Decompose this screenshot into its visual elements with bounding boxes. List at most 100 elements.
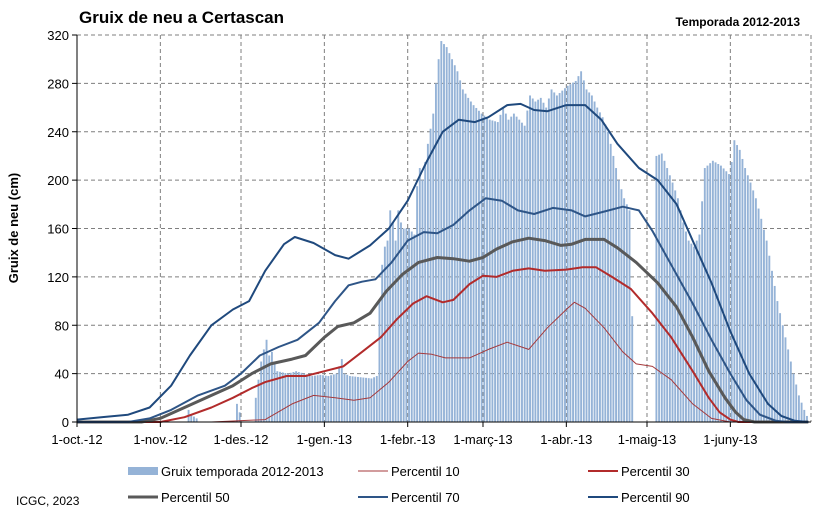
snow-depth-bar	[308, 375, 311, 422]
snow-depth-bar	[397, 210, 400, 422]
snow-depth-bar	[270, 351, 273, 422]
snow-depth-bar	[480, 113, 483, 422]
snow-depth-bar	[394, 240, 397, 422]
snow-depth-bar	[797, 395, 800, 422]
snow-depth-bar	[193, 416, 195, 422]
snow-depth-bar	[367, 378, 370, 422]
snow-depth-bar	[553, 92, 556, 422]
snow-depth-bar	[386, 240, 389, 422]
snow-depth-bar	[314, 375, 316, 422]
snow-depth-bar	[316, 375, 319, 422]
snow-depth-bar	[693, 246, 695, 422]
snow-depth-bar	[741, 158, 744, 422]
snow-depth-bar	[531, 98, 534, 422]
snow-depth-bar	[424, 161, 427, 422]
snow-depth-bar	[607, 131, 609, 422]
snow-depth-bar	[330, 375, 333, 422]
snow-depth-bar	[561, 90, 564, 422]
legend-label: Percentil 30	[621, 464, 690, 479]
x-tick-label: 1-oct.-12	[51, 432, 102, 447]
snow-depth-bar	[238, 412, 241, 422]
snow-depth-bar	[709, 163, 712, 422]
snow-depth-bar	[542, 102, 545, 422]
snow-depth-bar	[725, 171, 728, 422]
snow-depth-bar	[504, 113, 507, 422]
snow-depth-bar	[776, 301, 779, 422]
snow-depth-bar	[722, 168, 725, 422]
legend: Gruix temporada 2012-2013 Percentil 10 Per…	[128, 464, 690, 505]
snow-depth-bar	[771, 270, 773, 422]
y-tick-label: 120	[47, 270, 69, 285]
snow-depth-bar	[547, 98, 550, 422]
snow-depth-bar	[381, 264, 384, 422]
y-tick-label: 160	[47, 222, 69, 237]
y-tick-label: 40	[55, 367, 69, 382]
snow-depth-bar	[340, 359, 343, 422]
y-tick-label: 200	[47, 173, 69, 188]
chart-title: Gruix de neu a Certascan	[79, 8, 284, 27]
snow-depth-bar	[601, 117, 604, 423]
snow-depth-bar	[295, 371, 298, 422]
snow-depth-bar	[410, 231, 413, 422]
snow-depth-bar	[564, 88, 566, 423]
snow-depth-bar	[521, 122, 523, 422]
snow-depth-bar	[612, 155, 615, 422]
y-tick-label: 0	[62, 415, 69, 430]
snow-depth-bar	[545, 107, 548, 422]
snow-depth-bar	[319, 374, 322, 422]
snow-depth-bar	[464, 93, 467, 422]
snow-depth-bar	[268, 355, 271, 422]
snow-depth-bar	[459, 80, 462, 422]
snow-depth-bar	[445, 47, 448, 422]
snow-depth-bar	[279, 371, 281, 422]
snow-depth-bar	[426, 143, 429, 422]
snow-depth-bar	[572, 82, 574, 422]
snow-depth-bar	[327, 376, 330, 422]
x-tick-label: 1-abr.-13	[540, 432, 592, 447]
snow-depth-bar	[539, 97, 542, 422]
snow-depth-bar	[752, 190, 755, 422]
y-tick-label: 240	[47, 125, 69, 140]
x-tick-label: 1-març-13	[453, 432, 512, 447]
snow-depth-bar	[789, 361, 792, 422]
snow-depth-bar	[443, 44, 445, 422]
snow-depth-bar	[434, 83, 437, 422]
snow-depth-bar	[695, 240, 698, 422]
snow-depth-bar	[257, 379, 260, 422]
snow-depth-bar	[655, 155, 658, 422]
snow-depth-bar	[378, 301, 381, 422]
snow-depth-bar	[322, 375, 324, 422]
snow-depth-bar	[615, 168, 618, 422]
snow-depth-bar	[768, 255, 771, 422]
snow-depth-bar	[365, 377, 367, 422]
x-tick-label: 1-maig-13	[618, 432, 677, 447]
snow-depth-bar	[429, 128, 432, 422]
y-tick-label: 280	[47, 76, 69, 91]
snow-depth-bar	[400, 222, 402, 422]
snow-depth-bar	[719, 165, 722, 423]
snow-depth-bar	[803, 409, 806, 422]
snow-depth-bar	[757, 208, 760, 422]
snow-depth-bar	[555, 95, 558, 422]
snow-depth-bar	[351, 376, 354, 422]
snow-depth-bar	[596, 107, 599, 422]
snow-depth-bar	[448, 53, 451, 422]
snow-depth-bar	[625, 204, 628, 422]
snow-depth-bar	[478, 110, 480, 422]
x-tick-label: 1-nov.-12	[133, 432, 187, 447]
snow-depth-bar	[590, 95, 593, 422]
snow-depth-bar	[558, 93, 561, 423]
snow-depth-bar	[585, 89, 588, 422]
snow-depth-bar	[236, 403, 238, 422]
snow-depth-bar	[760, 218, 763, 422]
snow-depth-bar	[362, 377, 365, 422]
snow-depth-bar	[703, 168, 706, 422]
snow-depth-bar	[620, 189, 623, 422]
snow-depth-bar	[486, 117, 488, 422]
snow-depth-bar	[701, 201, 704, 422]
snow-depth-bar	[698, 234, 701, 422]
snow-depth-bar	[550, 89, 553, 422]
snow-depth-bar	[730, 161, 733, 422]
snow-depth-bar	[284, 373, 287, 422]
snow-depth-bar	[617, 180, 620, 422]
